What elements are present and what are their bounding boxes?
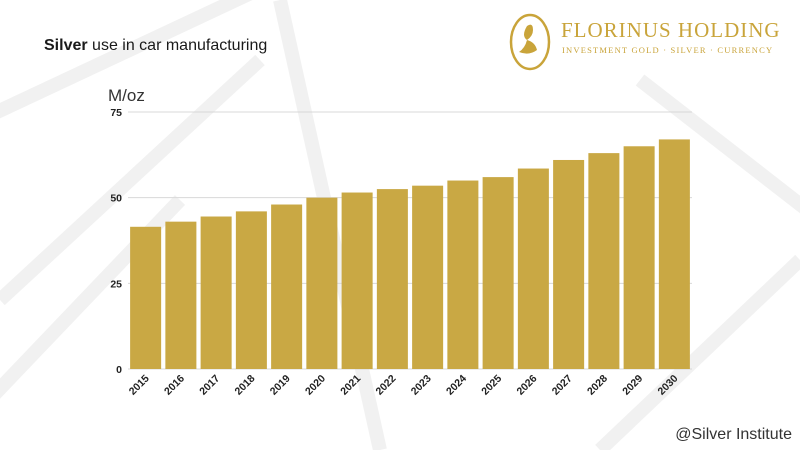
- x-tick-label: 2016: [162, 373, 187, 398]
- x-tick-label: 2023: [409, 373, 434, 398]
- bar-2023: [412, 185, 444, 369]
- bar-2025: [482, 177, 514, 369]
- x-tick-label: 2029: [620, 373, 645, 398]
- bar-2019: [271, 204, 303, 369]
- x-tick-label: 2027: [550, 373, 575, 398]
- x-tick-label: 2015: [127, 373, 152, 398]
- bar-2026: [517, 168, 549, 369]
- bar-2018: [235, 211, 267, 369]
- bar-2015: [130, 226, 162, 369]
- brand-logo: FLORINUS HOLDING INVESTMENT GOLD · SILVE…: [503, 6, 793, 76]
- chart-title: Silver use in car manufacturing: [44, 37, 267, 55]
- y-axis-label: M/oz: [108, 86, 145, 105]
- bar-2030: [658, 139, 690, 369]
- x-tick-label: 2028: [585, 373, 610, 398]
- x-tick-label: 2020: [303, 373, 328, 398]
- brand-name: FLORINUS HOLDING: [561, 18, 781, 42]
- title-bold-word: Silver: [44, 37, 88, 54]
- brand-tagline: INVESTMENT GOLD · SILVER · CURRENCY: [562, 45, 774, 55]
- x-tick-label: 2025: [479, 373, 504, 398]
- bar-2028: [588, 153, 620, 369]
- bar-2021: [341, 192, 373, 369]
- title-rest: use in car manufacturing: [87, 37, 268, 54]
- bar-2022: [376, 189, 408, 369]
- y-tick-label: 50: [110, 193, 122, 205]
- x-tick-label: 2030: [655, 373, 680, 398]
- bar-2017: [200, 216, 232, 369]
- source-credit: @Silver Institute: [675, 426, 792, 443]
- y-tick-label: 0: [116, 364, 122, 376]
- x-tick-label: 2019: [268, 373, 293, 398]
- y-tick-label: 75: [110, 107, 122, 119]
- bar-2020: [306, 197, 338, 369]
- x-tick-label: 2024: [444, 373, 469, 398]
- x-tick-label: 2026: [514, 373, 539, 398]
- x-tick-label: 2018: [232, 373, 257, 398]
- y-tick-label: 25: [110, 278, 122, 290]
- x-tick-label: 2022: [373, 373, 398, 398]
- bar-2024: [447, 180, 479, 369]
- x-tick-label: 2017: [197, 373, 222, 398]
- bar-2027: [553, 159, 585, 369]
- bar-2016: [165, 221, 197, 369]
- bar-2029: [623, 146, 655, 369]
- x-tick-label: 2021: [338, 373, 363, 398]
- swan-egg-logo-icon: [509, 13, 551, 71]
